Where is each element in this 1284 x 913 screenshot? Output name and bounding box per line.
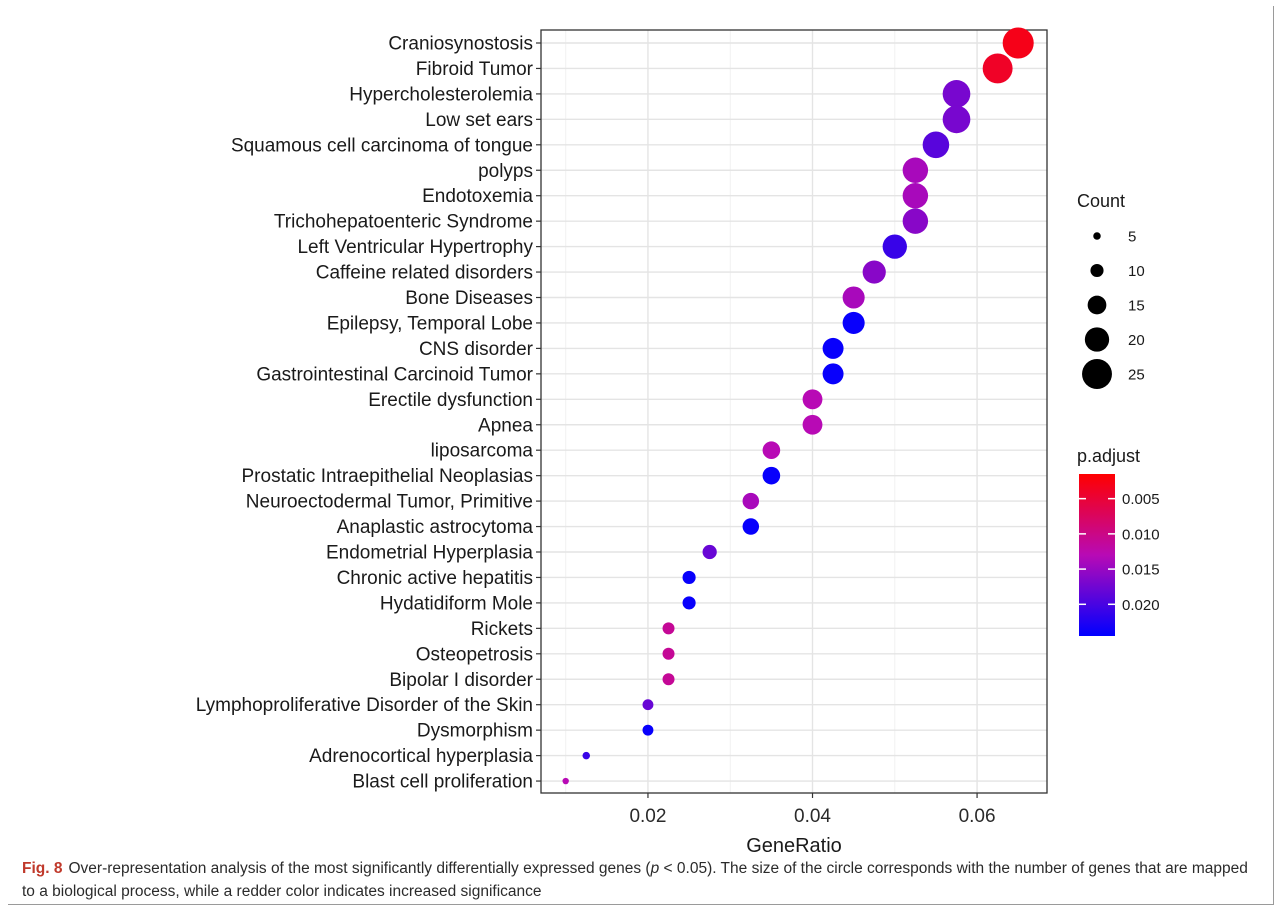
y-tick-label: Left Ventricular Hypertrophy <box>297 237 533 258</box>
data-point <box>882 234 907 259</box>
colorbar-tick-label: 0.010 <box>1122 526 1160 543</box>
y-tick-label: Gastrointestinal Carcinoid Tumor <box>256 364 533 385</box>
plot-panel <box>540 29 1048 794</box>
p-adjust-legend-ticks: 0.005 0.010 0.015 0.020 <box>1079 491 1160 614</box>
dot-plot-chart: Craniosynostosis Fibroid Tumor Hypercholes… <box>196 27 1160 857</box>
count-legend-label: 10 <box>1128 263 1145 280</box>
x-axis-ticks: 0.02 0.04 0.06 <box>629 793 996 827</box>
data-point <box>682 570 696 585</box>
data-point <box>642 699 654 711</box>
data-point <box>842 311 865 334</box>
y-tick-label: Bone Diseases <box>405 288 533 309</box>
data-point <box>822 337 844 359</box>
data-point <box>742 492 760 510</box>
data-point <box>802 389 823 410</box>
figure-frame <box>8 6 1274 905</box>
data-point <box>642 724 654 736</box>
y-tick-label: Caffeine related disorders <box>316 263 533 284</box>
y-tick-label: liposarcoma <box>431 441 534 462</box>
y-tick-label: Apnea <box>478 415 533 436</box>
count-legend-dot <box>1082 359 1112 389</box>
y-tick-label: Endotoxemia <box>422 186 533 207</box>
data-point <box>562 777 569 785</box>
y-tick-label: Prostatic Intraepithelial Neoplasias <box>242 466 534 487</box>
data-point <box>902 182 929 209</box>
data-point <box>682 596 696 610</box>
y-tick-label: Anaplastic astrocytoma <box>337 517 534 538</box>
data-point <box>822 363 844 385</box>
y-tick-label: Dysmorphism <box>417 721 533 742</box>
caption-p-symbol: p <box>650 860 660 877</box>
count-legend-dot <box>1093 232 1101 240</box>
data-point <box>902 157 929 183</box>
colorbar-tick-label: 0.020 <box>1122 597 1160 614</box>
data-point <box>922 131 950 159</box>
count-legend-dot <box>1084 327 1110 352</box>
data-point <box>582 751 591 760</box>
count-legend-label: 25 <box>1128 367 1145 384</box>
data-point <box>802 414 823 435</box>
colorbar-tick-label: 0.005 <box>1122 491 1160 508</box>
data-point <box>662 647 675 660</box>
count-legend-items: 5 10 15 20 25 <box>1082 229 1145 389</box>
colorbar-tick-label: 0.015 <box>1122 562 1160 579</box>
y-tick-label: Erectile dysfunction <box>368 390 533 411</box>
count-legend-dot <box>1087 295 1107 315</box>
data-point <box>662 622 675 635</box>
y-tick-label: Chronic active hepatitis <box>337 568 533 589</box>
y-tick-label: Blast cell proliferation <box>352 772 533 793</box>
data-point <box>842 286 865 309</box>
y-tick-label: Lymphoproliferative Disorder of the Skin <box>196 695 533 716</box>
x-tick-label: 0.06 <box>959 806 996 827</box>
x-tick-label: 0.04 <box>794 806 831 827</box>
p-adjust-legend-title: p.adjust <box>1077 446 1140 466</box>
y-tick-label: Hypercholesterolemia <box>349 84 533 105</box>
caption-text-before: Over-representation analysis of the most… <box>68 860 651 877</box>
count-legend-label: 20 <box>1128 332 1145 349</box>
y-tick-label: Fibroid Tumor <box>416 59 534 80</box>
x-tick-label: 0.02 <box>629 806 666 827</box>
data-point <box>662 673 675 686</box>
y-tick-label: Epilepsy, Temporal Lobe <box>327 313 533 334</box>
caption-text-after: < 0.05). The size of the circle correspo… <box>22 860 1248 900</box>
data-point <box>982 53 1013 84</box>
count-legend-dot <box>1090 263 1104 278</box>
data-point <box>762 441 781 460</box>
p-adjust-legend: p.adjust 0.005 0.010 0.015 0.020 <box>1077 446 1160 636</box>
y-tick-label: Squamous cell carcinoma of tongue <box>231 135 533 156</box>
figure-label: Fig. 8 <box>22 860 63 877</box>
y-axis-labels: Craniosynostosis Fibroid Tumor Hypercholes… <box>196 34 534 793</box>
count-legend: Count 5 10 15 20 25 <box>1077 191 1145 389</box>
x-axis-title: GeneRatio <box>746 835 842 857</box>
y-tick-label: Neuroectodermal Tumor, Primitive <box>246 492 533 513</box>
gridlines <box>541 30 1047 793</box>
figure-caption: Fig. 8 Over-representation analysis of th… <box>22 857 1262 903</box>
data-point <box>702 544 717 560</box>
y-tick-label: Adrenocortical hyperplasia <box>309 746 533 767</box>
y-tick-label: Rickets <box>471 619 533 640</box>
data-point <box>1002 27 1034 59</box>
data-point <box>862 260 886 284</box>
p-adjust-colorbar <box>1079 474 1115 636</box>
data-point <box>902 208 929 234</box>
y-tick-label: Trichohepatoenteric Syndrome <box>274 212 533 233</box>
y-tick-label: Craniosynostosis <box>388 34 533 55</box>
data-point <box>742 518 760 535</box>
y-tick-label: CNS disorder <box>419 339 534 360</box>
count-legend-label: 15 <box>1128 298 1145 315</box>
data-point <box>942 80 971 108</box>
y-tick-marks <box>536 42 541 782</box>
y-tick-label: Endometrial Hyperplasia <box>326 543 533 564</box>
y-tick-label: Hydatidiform Mole <box>380 593 533 614</box>
y-tick-label: polyps <box>478 161 533 182</box>
count-legend-title: Count <box>1077 191 1125 211</box>
y-tick-label: Osteopetrosis <box>416 644 533 665</box>
data-point <box>762 466 781 485</box>
data-point <box>942 105 971 134</box>
y-tick-label: Bipolar I disorder <box>389 670 533 691</box>
count-legend-label: 5 <box>1128 229 1136 246</box>
data-points <box>562 27 1034 785</box>
y-tick-label: Low set ears <box>425 110 533 131</box>
